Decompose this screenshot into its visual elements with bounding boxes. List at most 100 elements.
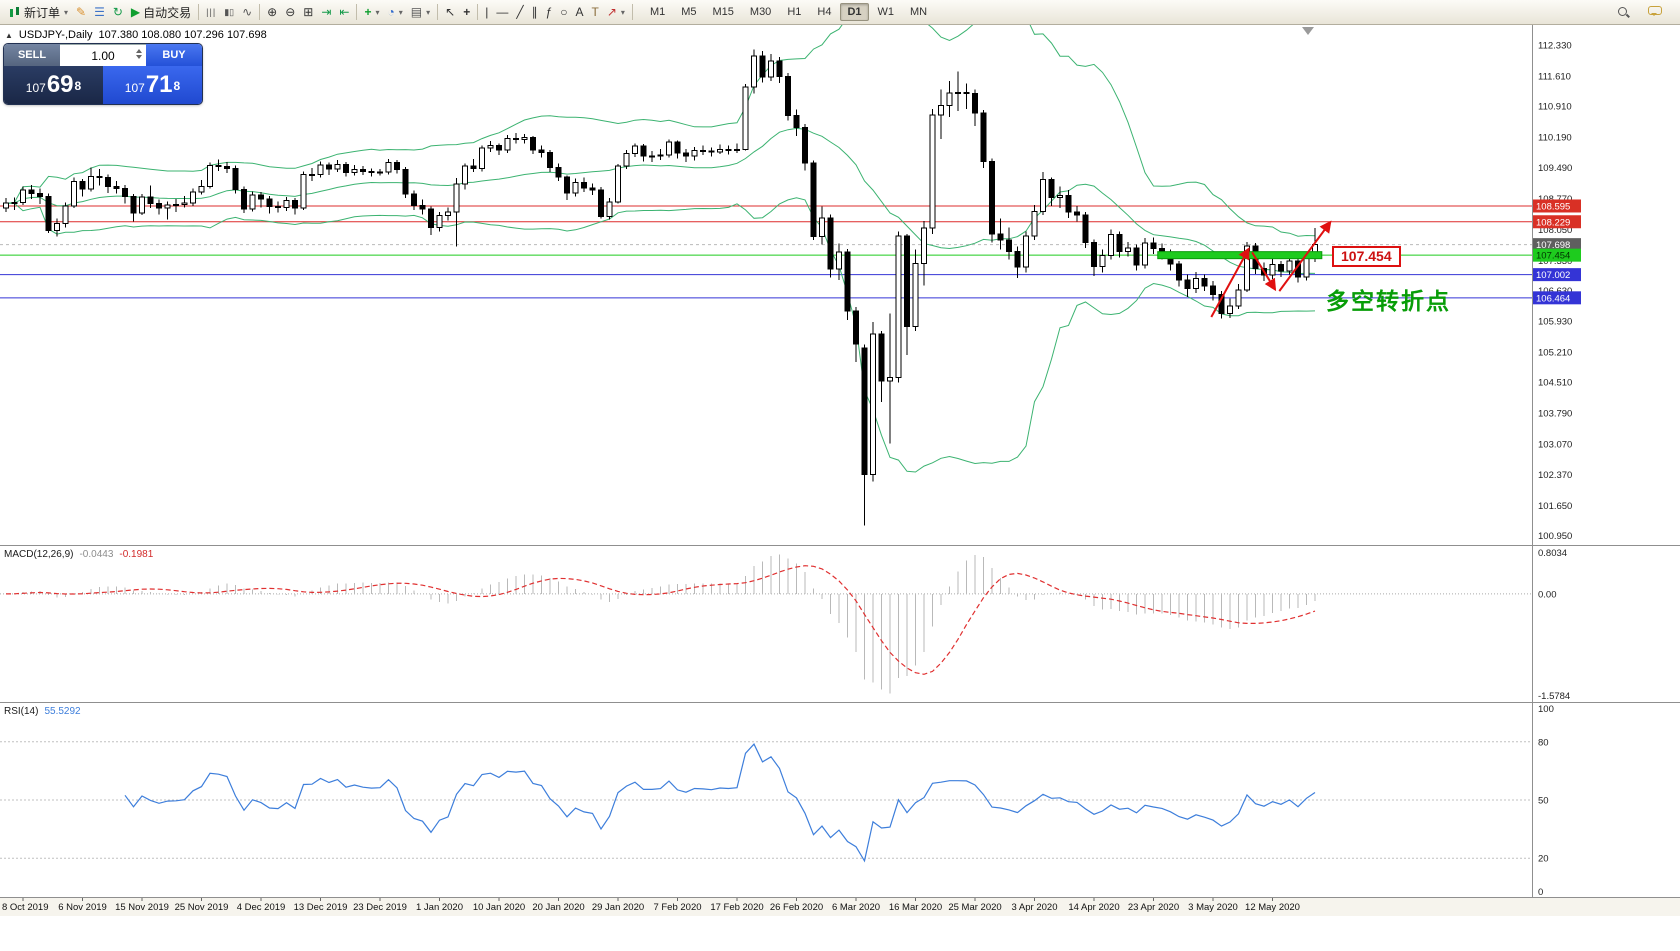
fibonacci-retracement-button[interactable]: ƒ [542,2,557,22]
chart-shift-button[interactable]: ⇤ [335,2,353,22]
timeframe-m15-button[interactable]: M15 [712,6,734,18]
macd-signal-line [5,565,1316,675]
line-chart-view-button[interactable]: ∿ [238,2,256,22]
candlestick-view-button[interactable]: ▮▯ [220,2,238,22]
svg-text:109.490: 109.490 [1538,163,1572,174]
periods-button[interactable]: ◔ ▾ [384,2,407,22]
clock-icon: ◔ [387,5,395,19]
chinese-annotation-text[interactable]: 多空转折点 [1326,288,1451,314]
timeframe-m5-button[interactable]: M5 [681,6,697,18]
buy-button[interactable]: BUY [146,44,202,66]
dropdown-arrow-icon: ▾ [426,7,431,17]
crosshair-button[interactable]: + [459,2,474,22]
timeframe-d1-button[interactable]: D1 [840,3,869,21]
svg-text:3 May 2020: 3 May 2020 [1188,902,1238,913]
chart-shift-marker[interactable] [1302,27,1314,35]
dropdown-arrow-icon: ▾ [620,7,625,17]
drawn-arrow-1[interactable] [1210,247,1250,318]
timeframe-m1-button[interactable]: M1 [649,6,666,18]
time-axis[interactable] [0,898,1680,916]
svg-text:110.190: 110.190 [1538,133,1572,144]
svg-text:7 Feb 2020: 7 Feb 2020 [653,902,701,913]
autotrading-button[interactable]: ▶ 自动交易 [127,2,195,22]
dropdown-arrow-icon: ▾ [64,7,69,17]
sell-price-button[interactable]: 107 69 8 [4,66,103,104]
new-order-button[interactable]: 新订单 ▾ [4,2,72,22]
chat-icon [1648,6,1662,18]
text-button[interactable]: A [572,2,588,22]
arrow-icon: ↗ [606,5,617,19]
label-icon: T [591,5,599,19]
svg-text:1 Jan 2020: 1 Jan 2020 [416,902,463,913]
spin-down-icon[interactable] [136,55,142,59]
support-zone-band[interactable] [1157,251,1323,260]
chart-title: ▲ USDJPY-,Daily 107.380 108.080 107.296 … [5,29,267,41]
svg-text:25 Nov 2019: 25 Nov 2019 [175,902,229,913]
macd-signal-value: -0.1981 [119,549,154,560]
sell-button[interactable]: SELL [4,44,60,66]
svg-text:26 Feb 2020: 26 Feb 2020 [770,902,823,913]
drawn-arrow-3[interactable] [1278,220,1332,292]
svg-text:16 Mar 2020: 16 Mar 2020 [889,902,942,913]
price-badge-107.698 [1533,238,1581,252]
market-watch-button[interactable]: ☰ [90,2,109,22]
rsi-panel [0,741,1532,863]
candles-icon [8,6,21,19]
vline-icon: | [485,5,489,19]
refresh-charts-button[interactable]: ↻ [109,2,127,22]
bars-icon: ||| [206,6,217,17]
timeframe-h1-button[interactable]: H1 [787,6,802,18]
chart-symbol-period: USDJPY-,Daily [18,29,93,41]
one-click-collapse-icon[interactable]: ▲ [5,30,13,40]
equidistant-channel-button[interactable]: ∥ [528,2,542,22]
timeframe-m30-button[interactable]: M30 [749,6,772,18]
volume-spinner[interactable] [136,49,142,59]
play-icon: ▶ [130,5,141,19]
tile-windows-button[interactable]: ⊞ [299,2,317,22]
main-toolbar: 新订单 ▾ ✎ ☰ ↻ ▶ 自动交易 ||| ▮▯ ∿ ⊕ ⊖ ⊞ ⇥ ⇤ + ▾ ◔ ▾ ▤ ▾ ↖ + | — ╱ ∥ ƒ ○ A T ↗… [0,0,1680,25]
bar-chart-view-button[interactable]: ||| [202,2,220,22]
refresh-icon: ↻ [112,5,123,19]
volume-input[interactable]: 1.00 [60,44,146,66]
svg-text:105.210: 105.210 [1538,347,1572,358]
price-badge-108.229 [1533,215,1581,229]
search-symbol-button[interactable] [1613,2,1634,22]
horizontal-line-button[interactable]: — [492,2,512,22]
price-axis[interactable]: 112.330 111.610 110.910 110.190 109.490 108.7… [1533,41,1581,899]
svg-text:13 Dec 2019: 13 Dec 2019 [294,902,348,913]
svg-text:110.910: 110.910 [1538,102,1572,113]
shapes-button[interactable]: ○ [556,2,571,22]
cursor-button[interactable]: ↖ [441,2,459,22]
metaeditor-button[interactable]: ✎ [72,2,90,22]
svg-text:23 Dec 2019: 23 Dec 2019 [353,902,407,913]
timeframe-mn-button[interactable]: MN [910,6,928,18]
buy-price-button[interactable]: 107 71 8 [103,66,202,104]
dropdown-arrow-icon: ▾ [398,7,403,17]
price-callout-box[interactable]: 107.454 [1332,246,1401,267]
svg-text:50: 50 [1538,796,1549,807]
svg-text:100.950: 100.950 [1538,531,1572,542]
text-label-button[interactable]: T [588,2,603,22]
crosshair-icon: + [463,5,471,19]
auto-scroll-button[interactable]: ⇥ [317,2,335,22]
drawn-arrow-2[interactable] [1251,251,1277,292]
arrow-objects-button[interactable]: ↗ ▾ [603,2,629,22]
spin-up-icon[interactable] [136,49,142,53]
zoom-in-button[interactable]: ⊕ [263,2,281,22]
buy-price-frac: 8 [173,79,181,93]
zoom-out-button[interactable]: ⊖ [281,2,299,22]
new-chart-button[interactable]: + ▾ [360,2,383,22]
svg-text:20 Jan 2020: 20 Jan 2020 [532,902,584,913]
timeframe-w1-button[interactable]: W1 [877,6,895,18]
vertical-line-button[interactable]: | [481,2,492,22]
timeframe-h4-button[interactable]: H4 [817,6,832,18]
svg-text:15 Nov 2019: 15 Nov 2019 [115,902,169,913]
community-chat-button[interactable] [1644,2,1666,22]
trendline-button[interactable]: ╱ [512,2,527,22]
channel-icon: ∥ [531,5,538,19]
templates-button[interactable]: ▤ ▾ [407,2,434,22]
sell-price-pips: 69 [46,71,74,98]
svg-text:108.595: 108.595 [1536,201,1570,212]
